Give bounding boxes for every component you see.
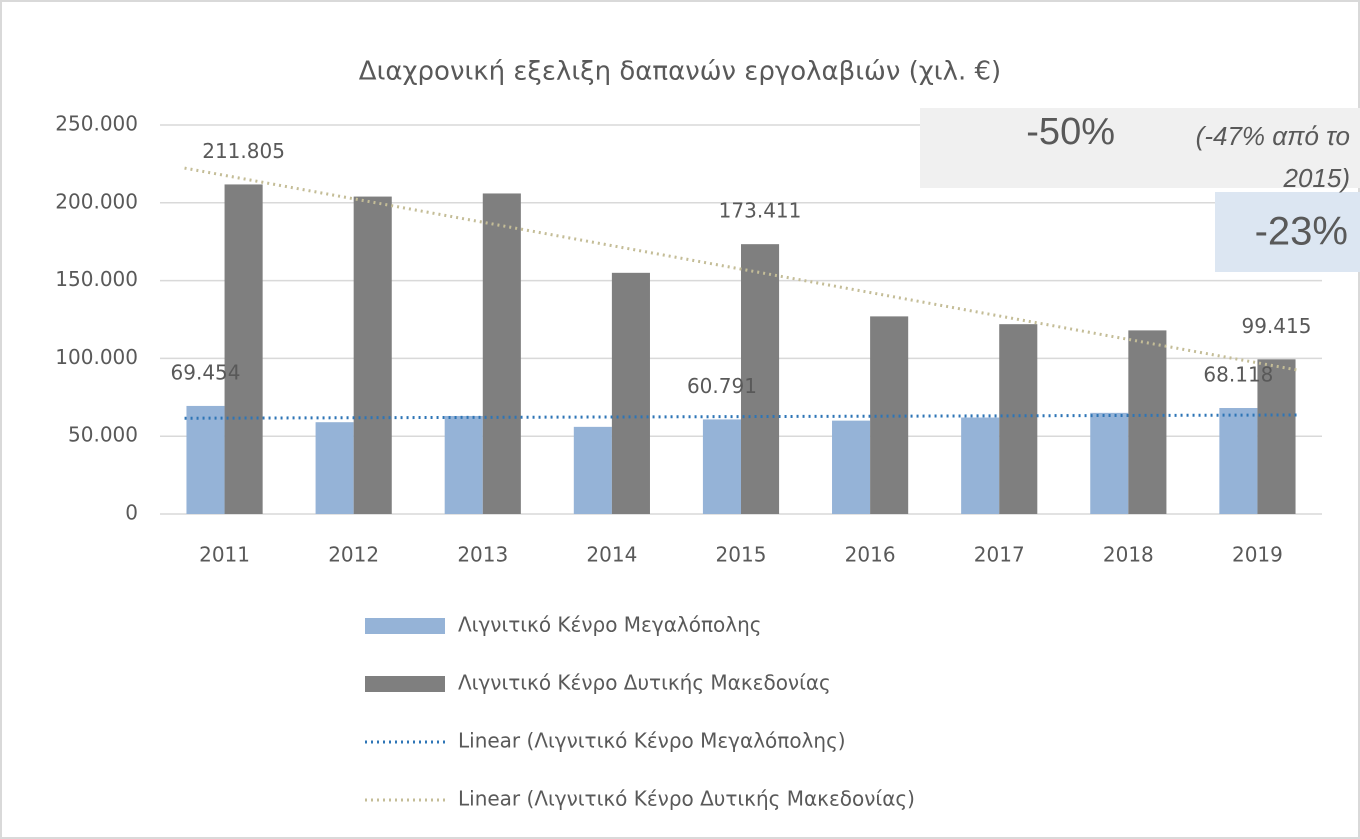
x-tick-label: 2013 [457,543,508,567]
annotation-note: (-47% από το 2015) [1196,121,1350,193]
trendline [184,166,1298,372]
bar [353,196,392,515]
data-label: 211.805 [202,139,285,163]
data-label: 173.411 [719,199,802,223]
legend-label: Linear (Λιγνιτικό Κένρο Μεγαλόπολης) [458,729,846,753]
annotation-box [1215,192,1360,272]
bar [1090,412,1129,514]
bar [961,417,1000,514]
legend-label: Λιγνιτικό Κένρο Μεγαλόπολης [458,613,762,637]
x-tick-label: 2012 [328,543,379,567]
x-tick-label: 2014 [586,543,637,567]
legend-label: Λιγνιτικό Κένρο Δυτικής Μακεδονίας [458,671,831,695]
annotation-note-line: (-47% από το [1196,121,1350,151]
annotation: -50% [1026,111,1115,153]
y-tick-label: 250.000 [55,112,138,136]
y-tick-label: 150.000 [55,267,138,291]
data-label: 69.454 [171,360,241,384]
legend-swatch [365,618,445,634]
bar [832,420,871,514]
data-label: 68.118 [1203,363,1273,387]
bar [224,184,263,514]
bar [1219,408,1258,514]
x-tick-label: 2019 [1232,543,1283,567]
annotation: -23% [1255,210,1348,254]
annotation-box [920,108,1360,188]
bar [999,324,1038,514]
x-tick-label: 2015 [716,543,767,567]
bar [611,272,650,514]
bar [186,405,225,514]
annotation-note-line: 2015) [1283,163,1351,193]
x-tick-label: 2011 [199,543,250,567]
bar [741,244,780,514]
y-tick-label: 200.000 [55,189,138,213]
bar [573,426,612,514]
y-tick-label: 0 [125,501,138,525]
legend-swatch [365,676,445,692]
bar [482,193,521,515]
chart-title: Διαχρονική εξελιξη δαπανών εργολαβιών (χ… [359,57,1001,87]
y-tick-label: 50.000 [68,423,138,447]
bar [315,422,354,514]
x-tick-label: 2017 [974,543,1025,567]
bar [1257,359,1296,514]
legend-label: Linear (Λιγνιτικό Κένρο Δυτικής Μακεδονί… [458,787,915,811]
x-tick-label: 2018 [1103,543,1154,567]
bar [1128,330,1167,514]
bar [702,419,741,514]
y-tick-label: 100.000 [55,345,138,369]
x-tick-label: 2016 [845,543,896,567]
data-label: 60.791 [687,374,757,398]
bar [444,415,483,514]
data-label: 99.415 [1241,314,1311,338]
